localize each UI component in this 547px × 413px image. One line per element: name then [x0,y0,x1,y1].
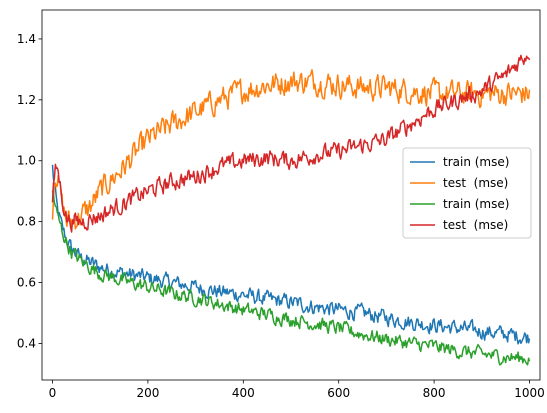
plot-frame [41,9,541,381]
legend-box [402,147,532,239]
x-tick-label: 1000 [514,386,545,400]
x-axis: 0 200 400 600 800 1000 [49,380,545,400]
series-line-2 [51,69,531,230]
series-layer [51,54,531,366]
legend-label-3: train (mse) [443,197,509,211]
y-tick-label: 0.8 [17,215,36,229]
y-tick-label: 1.4 [17,32,36,46]
x-tick-label: 800 [423,386,446,400]
y-tick-label: 1.0 [17,154,36,168]
y-axis: 0.4 0.6 0.8 1.0 1.2 1.4 [17,32,42,350]
x-tick-label: 200 [136,386,159,400]
series-line-3 [51,190,531,366]
legend-label-1: train (mse) [443,155,509,169]
legend-label-4: test (mse) [443,218,508,232]
y-tick-label: 0.6 [17,276,36,290]
x-tick-label: 0 [49,386,57,400]
x-tick-label: 600 [327,386,350,400]
x-tick-label: 400 [232,386,255,400]
y-tick-label: 1.2 [17,93,36,107]
legend-label-2: test (mse) [443,176,508,190]
series-line-1 [51,164,531,345]
legend: train (mse) test (mse) train (mse) test (ms… [402,147,532,239]
series-line-4 [51,54,531,233]
y-tick-label: 0.4 [17,336,36,350]
